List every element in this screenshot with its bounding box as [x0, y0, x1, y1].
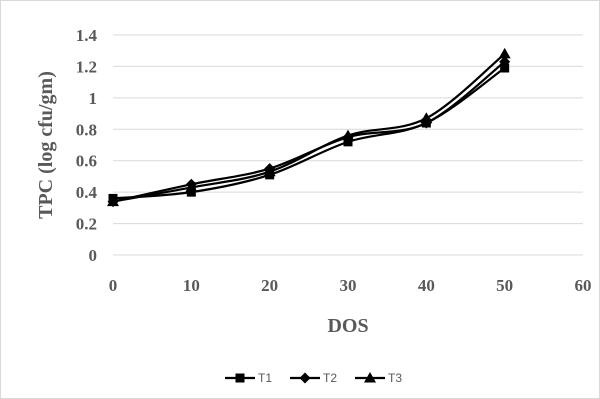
- legend-marker-t3: [364, 372, 376, 383]
- data-point-t3: [263, 165, 276, 177]
- legend-label-t2: T2: [323, 371, 337, 385]
- y-tick-label: 1: [89, 89, 98, 108]
- y-tick-label: 0: [89, 246, 98, 265]
- y-tick-label: 1.4: [76, 26, 98, 45]
- series-markers: [107, 47, 511, 208]
- data-point-t3: [107, 195, 119, 207]
- data-point-t3: [185, 181, 198, 192]
- legend-marker-t1: [235, 373, 245, 383]
- series-line-t3: [112, 53, 506, 203]
- legend-label-t3: T3: [388, 371, 402, 385]
- x-tick-label: 20: [261, 276, 278, 295]
- y-tick-label: 0.6: [76, 152, 97, 171]
- legend-marker-t2: [299, 372, 311, 384]
- data-point-t2: [499, 56, 511, 68]
- y-tick-labels: 0 0.2 0.4 0.6 0.8 1 1.2 1.4: [76, 26, 98, 265]
- y-tick-label: 1.2: [76, 57, 97, 76]
- data-point-t3: [342, 129, 354, 141]
- series-lines: [112, 53, 506, 203]
- data-point-t3: [498, 47, 511, 59]
- data-point-t3: [420, 112, 433, 123]
- series-line-t1: [112, 67, 506, 200]
- legend: T1 T2 T3: [225, 371, 402, 385]
- x-tick-label: 50: [496, 276, 513, 295]
- y-tick-label: 0.2: [76, 215, 97, 234]
- y-axis-title: TPC (log cfu/gm): [35, 71, 57, 219]
- data-point-t1: [500, 63, 510, 73]
- data-point-t1: [186, 187, 196, 197]
- y-tick-label: 0.4: [76, 183, 98, 202]
- legend-label-t1: T1: [258, 371, 272, 385]
- x-tick-label: 0: [109, 276, 118, 295]
- x-axis-title: DOS: [327, 315, 368, 337]
- x-tick-label: 60: [575, 276, 592, 295]
- x-tick-label: 30: [340, 276, 357, 295]
- x-tick-label: 40: [418, 276, 435, 295]
- y-tick-label: 0.8: [76, 120, 97, 139]
- series-line-t2: [112, 60, 506, 203]
- x-tick-labels: 0 10 20 30 40 50 60: [109, 276, 592, 295]
- x-tick-label: 10: [183, 276, 200, 295]
